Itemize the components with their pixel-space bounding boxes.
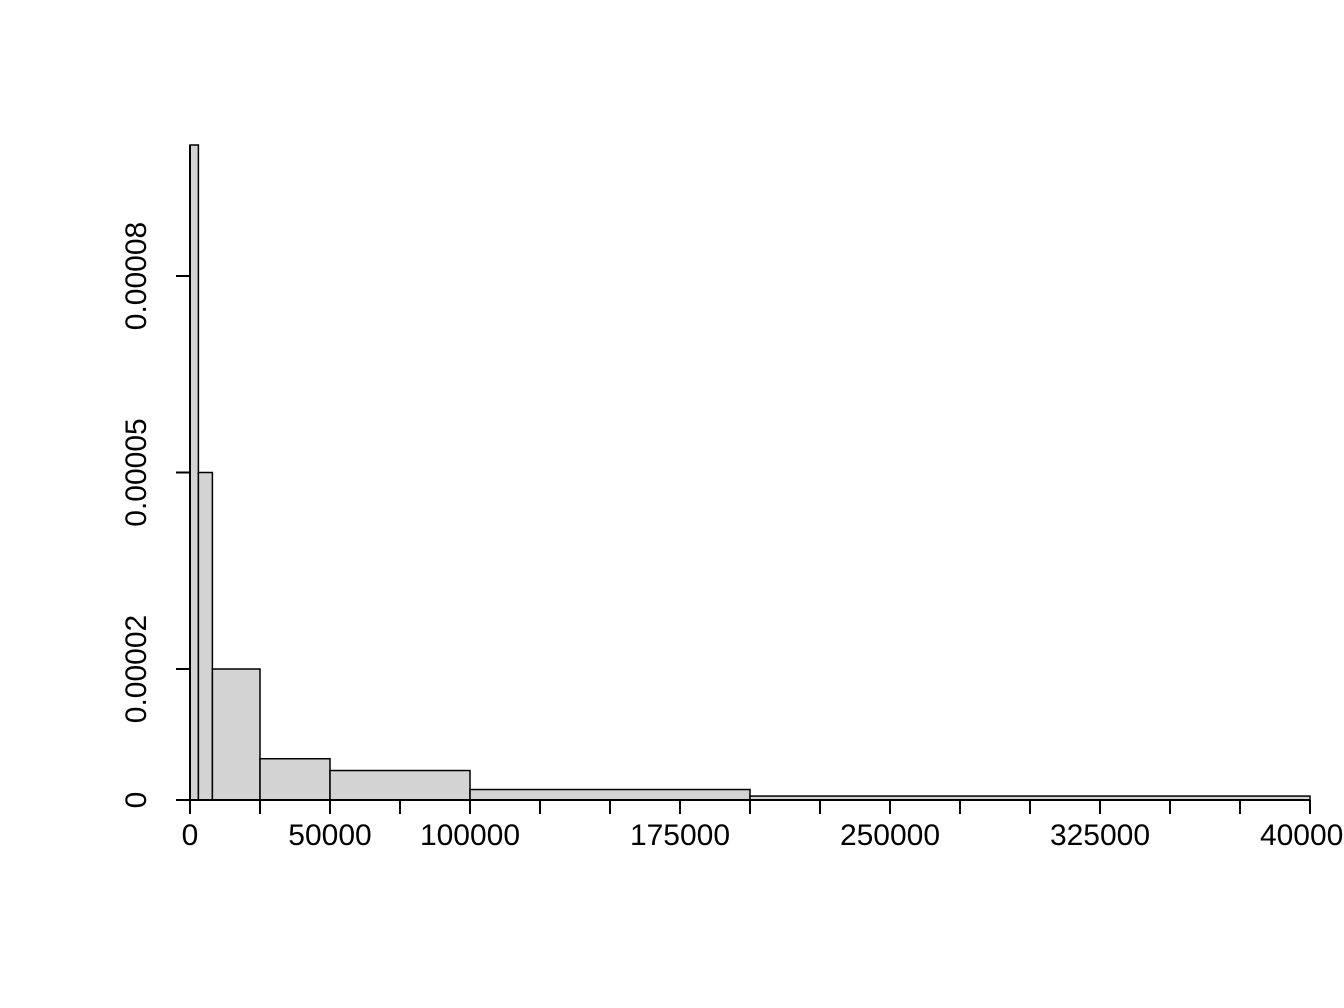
x-tick-label: 0 [182,819,199,852]
x-axis-ticks: 0 50000 100000 175000 250000 325000 400000 [182,800,1344,852]
x-tick-label: 100000 [420,819,520,852]
x-tick-label: 325000 [1050,819,1150,852]
x-tick-label: 50000 [288,819,371,852]
chart-container: 0 50000 100000 175000 250000 325000 400000 0 0.0… [0,0,1344,1008]
histogram-bar [330,771,470,800]
histogram-bar [190,145,198,800]
histogram-bar [260,759,330,800]
x-tick-label: 250000 [840,819,940,852]
y-tick-label: 0 [120,792,153,809]
y-tick-label: 0.00002 [120,615,153,723]
y-tick-label: 0.00008 [120,222,153,330]
x-tick-label: 175000 [630,819,730,852]
x-tick-label: 400000 [1260,819,1344,852]
histogram-bar [198,473,212,801]
bars-group [190,145,1310,800]
y-tick-label: 0.00005 [120,418,153,526]
histogram-chart: 0 50000 100000 175000 250000 325000 400000 0 0.0… [0,0,1344,1008]
histogram-bar [212,669,260,800]
y-axis-ticks: 0 0.00002 0.00005 0.00008 [120,222,190,809]
histogram-bar [470,790,750,800]
